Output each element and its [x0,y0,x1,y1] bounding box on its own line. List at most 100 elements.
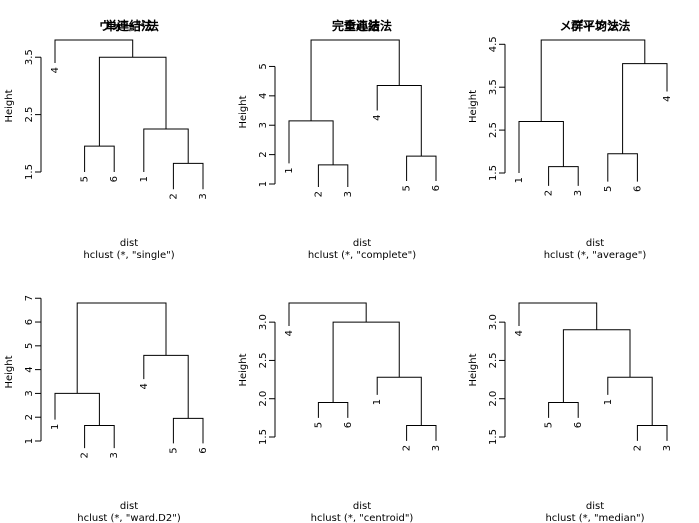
y-tick-label: 1.5 [258,429,269,445]
y-tick-label: 2 [258,151,269,157]
y-tick-label: 1.5 [24,164,35,180]
dendrogram-branch [376,85,422,157]
method-label: hclust (*, "complete") [308,250,416,261]
dendrogram-branch [76,302,167,394]
method-label: hclust (*, "centroid") [311,513,414,523]
dendrogram-branch [84,145,115,172]
y-tick-label: 3.0 [488,314,499,330]
y-tick-label: 7 [24,295,35,301]
leaf-label: 5 [402,185,413,191]
leaf-label: 5 [603,186,614,192]
leaf-label: 2 [80,452,91,458]
y-tick-label: 4.5 [488,36,499,52]
dendrogram-branch [332,321,400,403]
y-tick-label: 3 [24,390,35,396]
y-axis-label: Height [468,353,479,386]
leaf-label: 3 [343,191,354,197]
leaf-label: 2 [544,190,555,196]
leaf-label: 2 [313,191,324,197]
leaf-label: 6 [632,186,643,192]
leaf-label: 4 [372,115,383,121]
leaf-label: 1 [514,177,525,183]
leaf-label: 3 [431,445,442,451]
dendrogram-branch [143,128,189,172]
leaf-label: 6 [573,422,584,428]
method-label: hclust (*, "median") [545,513,644,523]
y-tick-label: 2.5 [488,352,499,368]
y-axis-label: Height [238,353,249,386]
leaf-label: 6 [198,447,209,453]
leaf-label: 6 [431,185,442,191]
panel-title: 群平均法 [570,18,619,33]
dendrogram-branch [548,166,579,186]
y-tick-label: 2.0 [488,391,499,407]
dendrogram-branch [310,39,400,121]
x-axis-label: dist [120,501,138,512]
leaf-label: 4 [139,383,150,389]
x-axis-label: dist [120,238,138,249]
leaf-label: 2 [402,445,413,451]
dendrogram-branch [406,155,437,182]
leaf-label: 5 [313,422,324,428]
dendrogram-branch [288,120,334,165]
panel-5: 重心法 dist hclust (*, "centroid") Height 1.5 2.… [238,18,442,523]
dendrogram-branch [607,376,653,426]
panel-title: メディアン法 [560,18,631,33]
panel-title: ウォード法 [99,18,159,33]
method-label: hclust (*, "average") [544,250,647,261]
dendrogram-branch [376,376,422,426]
dendrogram-branch [518,121,564,173]
y-tick-label: 2 [24,414,35,420]
leaf-label: 3 [573,190,584,196]
dendrogram-branch [607,153,638,182]
dendrogram-branch [406,425,437,441]
dendrogram-branch [317,164,349,187]
y-tick-label: 3.0 [258,314,269,330]
y-tick-label: 2.0 [258,391,269,407]
leaf-label: 3 [109,452,120,458]
dendrogram-branch [518,302,598,330]
dendrogram-branch [540,39,646,122]
dendrogram-branch [143,354,189,419]
dendrogram-branch [562,329,631,403]
leaf-label: 4 [662,95,673,101]
dendrogram-branch [172,162,204,190]
leaf-label: 4 [514,330,525,336]
dendrogram-branch [622,63,668,154]
y-tick-label: 2.5 [488,122,499,138]
leaf-label: 2 [168,193,179,199]
dendrogram-branch [84,425,115,449]
leaf-label: 2 [632,445,643,451]
method-label: hclust (*, "ward.D2") [77,513,181,523]
y-tick-label: 3.5 [24,49,35,65]
panel-title: 重心法 [344,18,380,33]
y-tick-label: 5 [24,343,35,349]
y-tick-label: 3.5 [488,79,499,95]
dendrogram-branch [548,402,579,418]
dendrogram-branch [636,425,668,441]
y-axis-label: Height [238,95,249,128]
leaf-label: 1 [284,167,295,173]
y-tick-label: 1.5 [488,429,499,445]
leaf-label: 6 [109,176,120,182]
dendrogram-branch [317,402,349,418]
y-tick-label: 3 [258,122,269,128]
leaf-label: 5 [80,176,91,182]
y-tick-label: 2.5 [258,352,269,368]
leaf-label: 6 [343,422,354,428]
y-tick-label: 4 [24,366,35,372]
dendrogram-branch [172,417,204,444]
panel-title: 単連結法 [105,18,153,33]
dendrogram-branch [54,392,100,426]
leaf-label: 1 [603,399,614,405]
x-axis-label: dist [353,238,371,249]
y-axis-label: Height [4,89,15,122]
x-axis-label: dist [586,501,604,512]
leaf-label: 4 [284,330,295,336]
dendrogram-branch [98,56,167,147]
